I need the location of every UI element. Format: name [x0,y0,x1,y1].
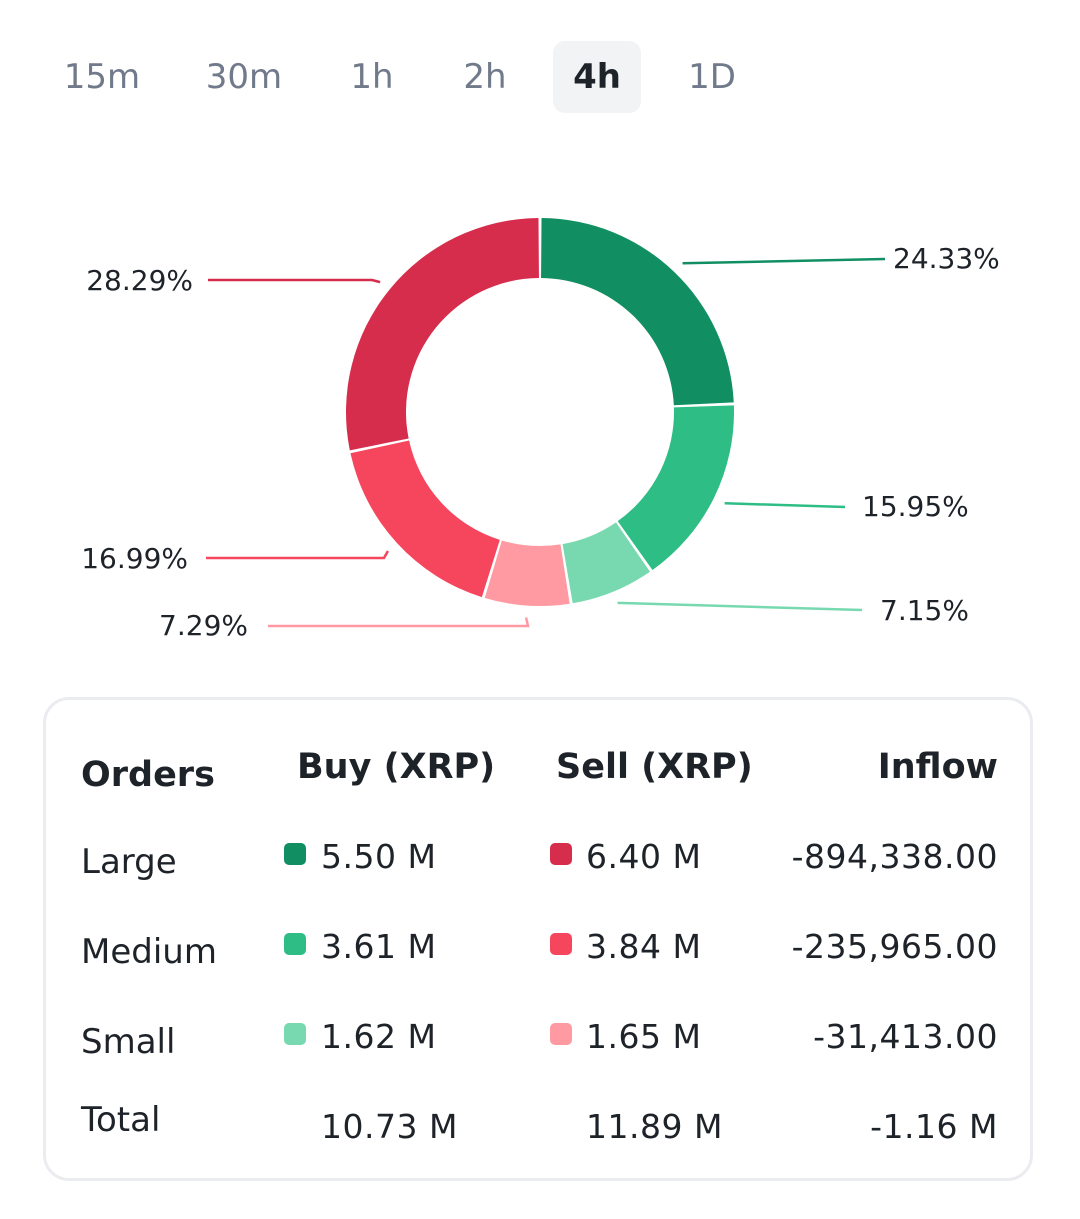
header-inflow: Inflow [877,747,998,787]
leader-line-buy-medium [724,502,846,509]
sell-total-value: 11.89 M [586,1107,723,1146]
donut-slice-sell-medium[interactable] [350,440,500,598]
row-label-small: Small [81,1022,176,1062]
donut-slice-buy-medium[interactable] [617,405,734,571]
donut-slice-sell-small[interactable] [484,540,570,606]
tab-15m[interactable]: 15m [63,57,141,97]
slice-label-sell-large: 28.29% [86,264,193,297]
inflow-total-value: -1.16 M [870,1107,998,1146]
inflow-large-value: -894,338.00 [791,837,998,876]
donut-slice-sell-large[interactable] [346,218,539,451]
interval-tabs: 15m 30m 1h 2h 4h 1D [0,41,1080,113]
header-orders: Orders [81,755,215,795]
sell-large-swatch [550,843,572,865]
buy-medium-swatch [284,933,306,955]
leader-line-sell-small [268,617,530,628]
sell-medium-swatch [550,933,572,955]
tab-2h[interactable]: 2h [463,57,507,97]
slice-label-buy-small: 7.15% [880,594,969,627]
leader-line-sell-medium [206,550,390,560]
leader-line-sell-large [208,278,381,284]
tab-4h[interactable]: 4h [553,41,641,113]
donut-slice-buy-large[interactable] [541,218,734,406]
header-sell: Sell (XRP) [556,747,753,787]
top-strip [0,0,1080,8]
row-label-large: Large [81,842,177,882]
slice-label-buy-large: 24.33% [893,242,1000,275]
sell-small-value: 1.65 M [586,1017,702,1056]
tab-30m[interactable]: 30m [205,57,283,97]
row-label-total: Total [81,1100,161,1140]
header-buy: Buy (XRP) [297,747,496,787]
tab-1d[interactable]: 1D [688,57,736,97]
slice-label-sell-medium: 16.99% [81,542,188,575]
buy-small-value: 1.62 M [321,1017,437,1056]
slice-label-sell-small: 7.29% [159,609,248,642]
buy-total-value: 10.73 M [321,1107,458,1146]
sell-large-value: 6.40 M [586,837,702,876]
donut-slice-buy-small[interactable] [562,522,650,604]
order-distribution-donut-chart: 24.33% 15.95% 7.15% 7.29% 16.99% 28.29% [81,218,1000,642]
buy-small-swatch [284,1023,306,1045]
row-label-medium: Medium [81,932,217,972]
orders-table-card: Orders Buy (XRP) Sell (XRP) Inflow Large… [43,697,1033,1181]
tab-1h[interactable]: 1h [350,57,394,97]
sell-small-swatch [550,1023,572,1045]
leader-line-buy-large [682,257,886,265]
inflow-small-value: -31,413.00 [813,1017,998,1056]
buy-large-swatch [284,843,306,865]
leader-line-buy-small [617,601,863,612]
inflow-medium-value: -235,965.00 [791,927,998,966]
sell-medium-value: 3.84 M [586,927,702,966]
buy-medium-value: 3.61 M [321,927,437,966]
slice-label-buy-medium: 15.95% [862,490,969,523]
buy-large-value: 5.50 M [321,837,437,876]
